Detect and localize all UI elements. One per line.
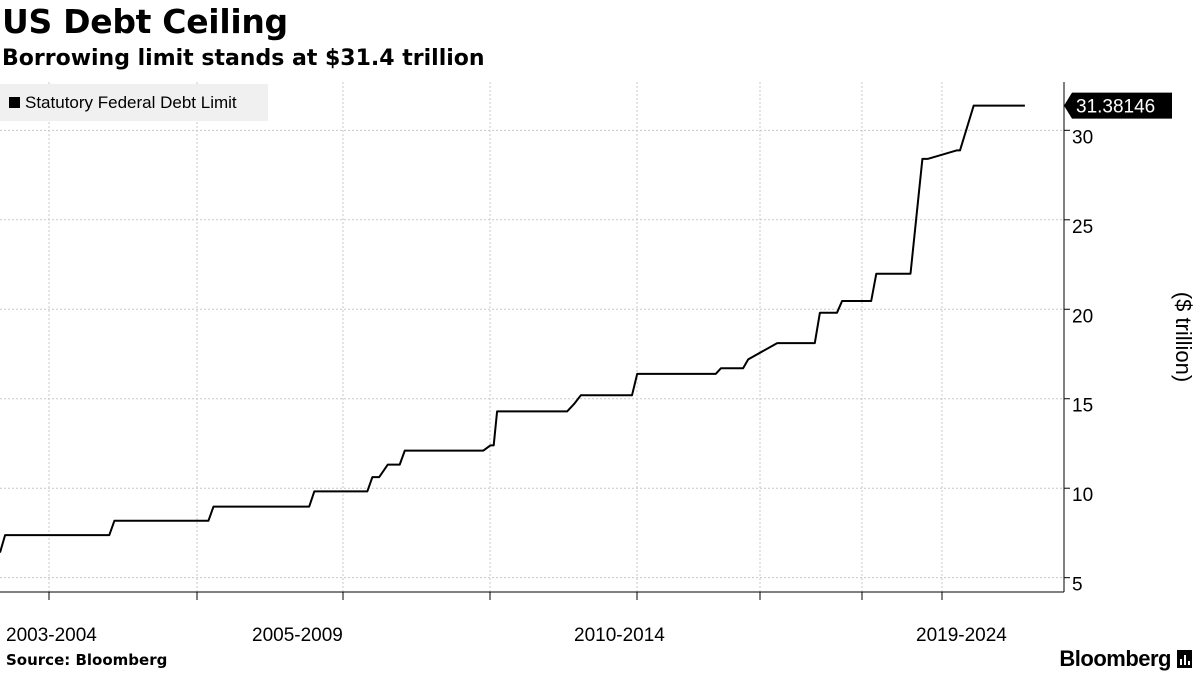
y-axis: 5 10 15 20 25 30 bbox=[0, 82, 1093, 600]
brand-name: Bloomberg bbox=[1059, 646, 1171, 671]
y-tick-label: 10 bbox=[1072, 485, 1093, 506]
y-tick-label: 15 bbox=[1072, 396, 1093, 417]
legend: Statutory Federal Debt Limit bbox=[0, 84, 268, 121]
grid-layer bbox=[0, 82, 1064, 592]
last-value-callout: 31.38146 bbox=[1064, 92, 1172, 119]
callout-value: 31.38146 bbox=[1076, 97, 1155, 118]
series-layer bbox=[0, 104, 1025, 553]
legend-swatch bbox=[9, 97, 20, 108]
y-axis-label: ($ trillion) bbox=[1171, 292, 1196, 382]
bar-chart-icon bbox=[1177, 650, 1192, 668]
x-category-label: 2003-2004 bbox=[6, 625, 97, 646]
series-line bbox=[0, 104, 1025, 553]
chart-subtitle: Borrowing limit stands at $31.4 trillion bbox=[2, 46, 485, 71]
y-tick-label: 5 bbox=[1072, 575, 1083, 596]
y-tick-label: 25 bbox=[1072, 217, 1093, 238]
y-tick-label: 30 bbox=[1072, 127, 1093, 148]
y-tick-label: 20 bbox=[1072, 306, 1093, 327]
chart-title: US Debt Ceiling bbox=[2, 2, 288, 41]
x-category-label: 2019-2024 bbox=[916, 625, 1007, 646]
x-category-label: 2010-2014 bbox=[574, 625, 665, 646]
bloomberg-logo: Bloomberg bbox=[1059, 646, 1192, 672]
callout-box bbox=[1064, 92, 1172, 119]
source-note: Source: Bloomberg bbox=[6, 651, 168, 669]
x-axis-categories: 2003-2004 2005-2009 2010-2014 2019-2024 bbox=[6, 625, 1007, 646]
x-category-label: 2005-2009 bbox=[252, 625, 343, 646]
legend-label: Statutory Federal Debt Limit bbox=[25, 92, 237, 112]
